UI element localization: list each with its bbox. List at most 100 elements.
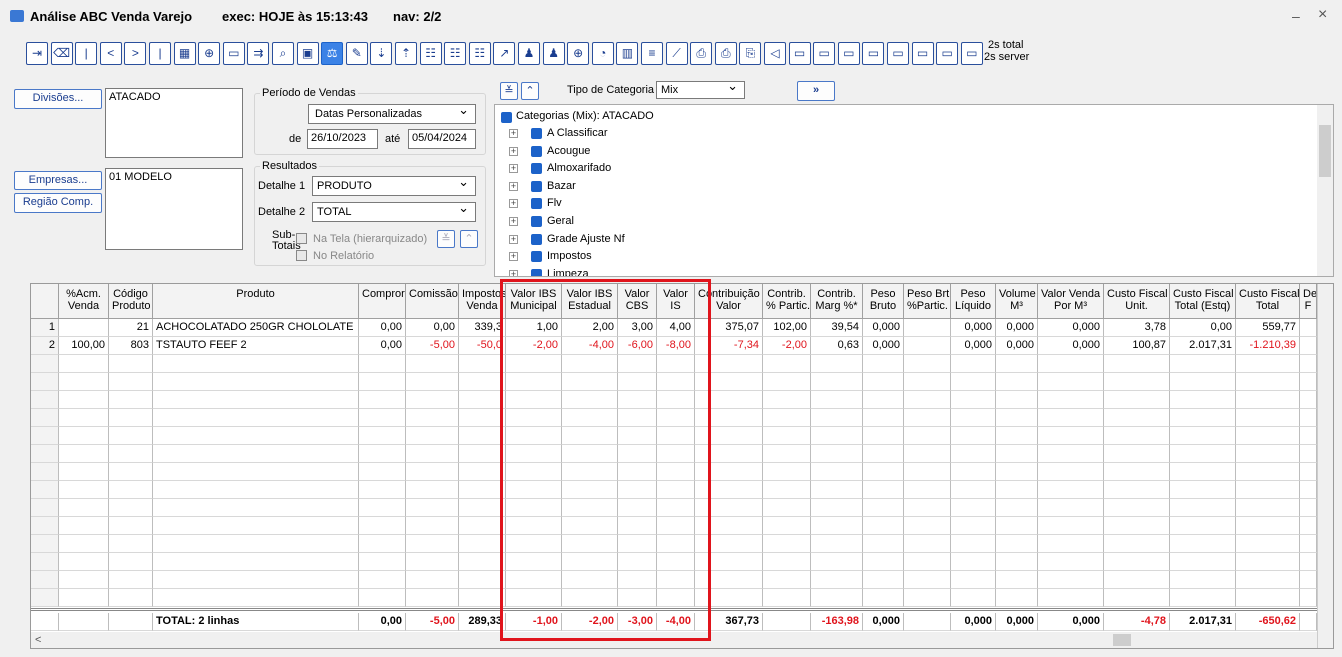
v-scrollbar[interactable]: [1317, 284, 1333, 648]
toolbar-button[interactable]: ▭: [222, 42, 245, 65]
toolbar-button[interactable]: ▭: [887, 42, 909, 65]
toolbar-button[interactable]: ⌫: [50, 42, 73, 65]
tree-check[interactable]: [531, 145, 542, 157]
tree-check[interactable]: [531, 233, 542, 245]
no-relatorio-check[interactable]: [296, 250, 307, 261]
toolbar-button[interactable]: ⇉: [247, 42, 270, 65]
toolbar-button[interactable]: ▣: [296, 42, 319, 65]
toolbar-button[interactable]: ▭: [960, 42, 983, 65]
na-tela-check[interactable]: [296, 233, 307, 244]
toolbar-button[interactable]: ⟋: [665, 42, 688, 65]
grid-cell: [657, 499, 695, 517]
toolbar-button[interactable]: ◁: [764, 42, 786, 65]
toolbar-button[interactable]: ♟: [542, 42, 565, 65]
expand-button[interactable]: ≚: [437, 230, 455, 248]
tree-expander[interactable]: +: [509, 145, 518, 156]
tree-item: Flv: [547, 197, 562, 210]
toolbar-button[interactable]: ◔: [591, 42, 614, 65]
tree-expander[interactable]: +: [509, 216, 518, 226]
toolbar-button[interactable]: ☷: [444, 42, 467, 65]
close[interactable]: ×: [1318, 6, 1328, 23]
tree-expander[interactable]: +: [509, 180, 518, 191]
minimize[interactable]: –: [1292, 8, 1300, 24]
tree-expander[interactable]: +: [509, 268, 518, 277]
tree-check[interactable]: [531, 216, 542, 227]
tree-check[interactable]: [531, 268, 542, 276]
regiao-button[interactable]: Região Comp.: [14, 193, 102, 213]
grid-cell: [1038, 589, 1104, 607]
tree-expander[interactable]: +: [509, 128, 518, 138]
periodo-mode[interactable]: Datas Personalizadas: [308, 103, 476, 124]
tree-collapse[interactable]: ⌃: [521, 82, 539, 100]
grid-cell: [1236, 373, 1300, 391]
toolbar-button[interactable]: ▭: [837, 42, 860, 65]
tree-expand[interactable]: ≚: [500, 82, 518, 100]
grid-cell: [59, 589, 109, 607]
toolbar-button[interactable]: ⇣: [370, 42, 393, 65]
grid-cell: [904, 535, 951, 553]
toolbar-button[interactable]: ⊕: [198, 42, 221, 65]
toolbar-button[interactable]: ⎙: [690, 42, 713, 65]
toolbar-button[interactable]: ⚖: [321, 42, 344, 65]
divisoes-button[interactable]: Divisões...: [14, 89, 102, 109]
grid-cell: [459, 427, 506, 445]
tree-expander[interactable]: +: [509, 198, 518, 209]
grid-cell: [904, 373, 951, 391]
toolbar-button[interactable]: ⇥: [26, 42, 48, 65]
grid-cell: [153, 373, 359, 391]
tree-expander[interactable]: +: [509, 233, 518, 244]
grid-cell: 0,000: [1038, 337, 1104, 355]
grid-cell: [1170, 553, 1236, 571]
toolbar-button[interactable]: ♟: [518, 42, 540, 65]
tree-check[interactable]: [531, 198, 542, 210]
toolbar-button[interactable]: ⎘: [739, 42, 762, 65]
grid-cell: [618, 535, 657, 553]
toolbar-button[interactable]: |: [75, 42, 98, 65]
root-check[interactable]: [501, 112, 512, 123]
toolbar-button[interactable]: |: [149, 42, 171, 65]
toolbar-button[interactable]: ▭: [813, 42, 836, 65]
toolbar-button[interactable]: ☷: [419, 42, 442, 65]
grid-cell: [1300, 553, 1317, 571]
toolbar-button[interactable]: <: [99, 42, 122, 65]
empresas-button[interactable]: Empresas...: [14, 171, 102, 190]
grid-cell: [695, 409, 763, 427]
toolbar-button[interactable]: >: [124, 42, 147, 65]
grid-cell: [406, 391, 459, 409]
toolbar-button[interactable]: ✎: [345, 42, 368, 65]
grid-cell: [506, 427, 562, 445]
toolbar-button[interactable]: ▭: [862, 42, 885, 65]
tree-expander[interactable]: +: [509, 163, 518, 174]
toolbar-button[interactable]: ▥: [616, 42, 639, 65]
grid-cell: [359, 517, 406, 535]
detalhe1[interactable]: PRODUTO: [312, 175, 476, 196]
grid-cell: TSTAUTO FEEF 2: [153, 337, 359, 355]
toolbar-button[interactable]: ≡: [641, 42, 663, 65]
from-date[interactable]: 26/10/2023: [307, 129, 378, 149]
toolbar-button[interactable]: ⊕: [567, 42, 590, 65]
grid-cell: 100,87: [1104, 337, 1170, 355]
grid-cell: [31, 535, 59, 553]
tipo-select[interactable]: Mix: [656, 80, 745, 99]
toolbar-button[interactable]: ▭: [788, 42, 811, 65]
tree-check[interactable]: [531, 128, 542, 139]
collapse-button[interactable]: ⌃: [460, 230, 478, 248]
tree-check[interactable]: [531, 251, 542, 263]
grid-cell: [506, 571, 562, 589]
toolbar-button[interactable]: ↗: [493, 42, 516, 65]
toolbar-button[interactable]: ▭: [911, 42, 934, 65]
toolbar-button[interactable]: ⎙: [714, 42, 737, 65]
tree-check[interactable]: [531, 180, 542, 192]
grid-cell: [109, 553, 153, 571]
toolbar-button[interactable]: ⌕: [272, 42, 294, 65]
toolbar-button[interactable]: ☷: [468, 42, 491, 65]
toolbar-button[interactable]: ▭: [936, 42, 959, 65]
apply-button[interactable]: »: [797, 81, 835, 101]
to-date[interactable]: 05/04/2024: [408, 129, 476, 149]
detalhe2[interactable]: TOTAL: [312, 201, 476, 222]
toolbar-button[interactable]: ⇡: [395, 42, 417, 65]
tree-check[interactable]: [531, 163, 542, 175]
tree-expander[interactable]: +: [509, 251, 518, 262]
header-text: Contribuição: [698, 288, 760, 300]
toolbar-button[interactable]: ▦: [173, 42, 196, 65]
